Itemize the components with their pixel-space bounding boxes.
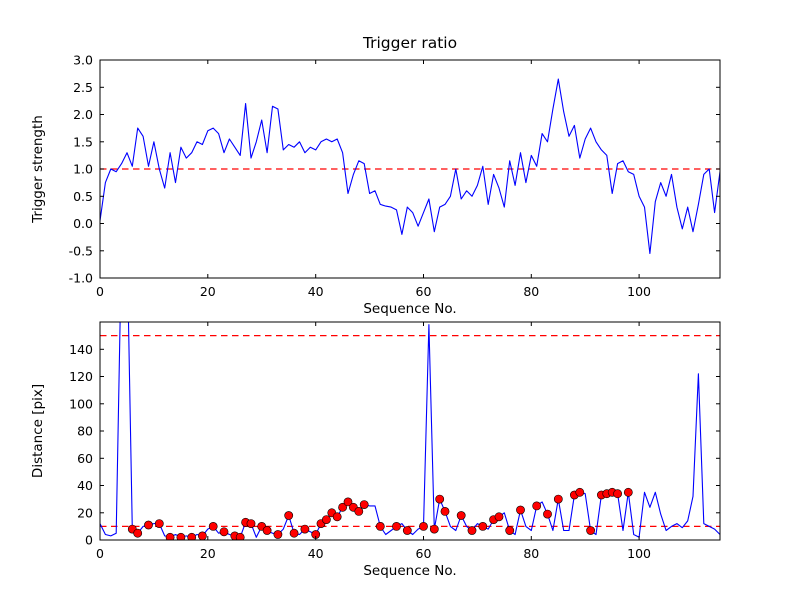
x-tick-label: 80 [523,284,539,299]
matched-distance-point [392,522,401,531]
x-axis-label: Sequence No. [363,563,456,579]
y-tick-label: 0.0 [73,216,93,231]
y-tick-label: 60 [77,451,93,466]
matched-distance-point [235,532,245,540]
x-tick-label: 0 [96,284,104,299]
plot-area [100,322,720,540]
matched-distance-point [613,489,622,499]
y-tick-label: 2.0 [73,107,93,122]
matched-distance-point [219,527,229,537]
y-tick-label: -1.0 [69,271,93,286]
matched-distance-point [467,526,477,535]
y-tick-label: 2.5 [73,80,93,95]
matched-distance-point [505,526,515,535]
matched-distance-point [478,522,488,531]
matched-distance-point [208,522,218,531]
matched-distance-point [623,487,633,497]
matched-distance-point [273,530,283,539]
y-tick-label: 120 [69,369,93,384]
y-tick-label: 140 [69,342,93,357]
matched-distance-point [456,511,466,520]
matched-distance-point [284,511,294,520]
y-axis-label: Trigger strength [30,115,46,224]
matched-distance-point [338,502,347,512]
matched-distance-point [435,494,445,504]
matched-distance-point [532,501,542,511]
matched-distance-point [332,512,342,522]
x-tick-label: 100 [627,546,651,561]
matched-distance-point [176,532,186,540]
x-tick-label: 20 [200,546,216,561]
matched-distance-point [343,497,353,507]
matched-distance-point [300,524,310,534]
y-tick-label: 1.5 [73,134,93,149]
matched-distance-point [154,519,164,528]
y-axis-label: Distance [pix] [30,384,46,478]
x-tick-label: 60 [416,284,432,299]
matched-distance-point [198,531,207,540]
y-tick-label: 1.0 [73,162,93,177]
y-tick-label: 100 [69,396,93,411]
matched-distance-point [402,526,412,535]
matched-distance-point [553,494,563,504]
y-tick-label: -0.5 [69,243,93,258]
chart-title: Trigger ratio [362,34,457,52]
x-tick-label: 0 [96,546,104,561]
matched-distance-point [586,526,595,535]
y-tick-label: 40 [77,478,93,493]
x-tick-label: 60 [416,546,432,561]
matched-distance-point [321,515,331,524]
plot-area [100,78,720,255]
x-tick-label: 100 [627,284,651,299]
axes-frame [99,321,721,541]
matched-distance-point [262,526,272,535]
x-tick-label: 20 [200,284,216,299]
y-tick-label: 3.0 [73,53,93,68]
x-tick-label: 80 [523,546,539,561]
y-tick-label: 0.5 [73,189,93,204]
y-tick-label: 80 [77,424,93,439]
matched-distance-point [144,520,153,530]
matched-distance-point [375,522,385,531]
matched-distance-point [440,506,450,516]
matched-distance-point [419,522,428,531]
matched-distance-point [494,512,504,522]
matched-distance-point [359,500,369,509]
matched-distance-point [354,506,364,516]
x-tick-label: 40 [308,284,324,299]
matched-distance-point [165,532,175,540]
y-tick-label: 20 [77,505,93,520]
matched-distance-point [516,505,525,515]
matched-distance-point [543,509,552,519]
x-axis-label: Sequence No. [363,301,456,317]
matched-distance-point [429,524,439,534]
matched-distance-point [133,528,143,538]
y-tick-label: 0 [85,533,93,548]
matched-distance-point [289,528,299,538]
matched-distance-point [575,487,585,497]
x-tick-label: 40 [308,546,324,561]
trigger-ratio-line [100,78,720,255]
matched-distance-point [246,519,256,528]
matched-distance-point [187,532,197,540]
